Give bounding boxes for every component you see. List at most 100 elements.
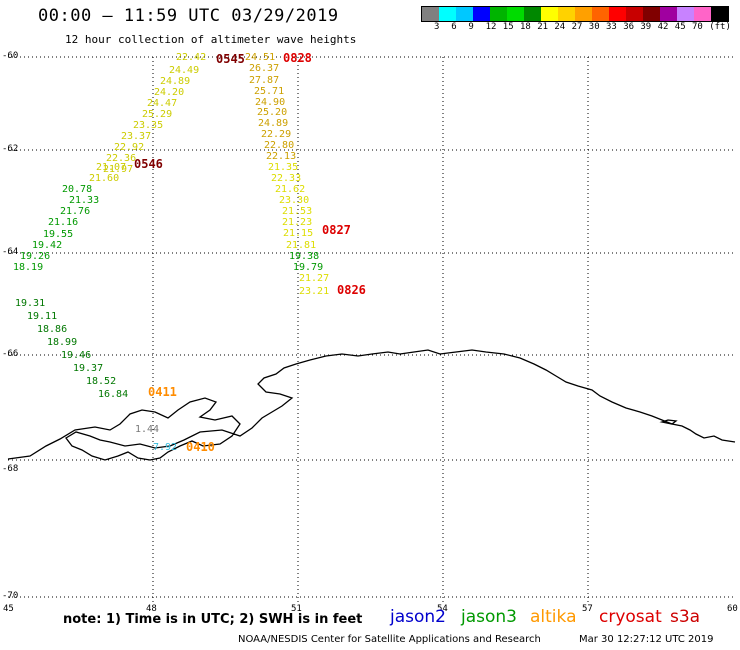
legend-jason2: jason2 [390,607,446,627]
wave-height-value: 21.15 [283,228,314,239]
wave-height-value: 22.80 [264,140,295,151]
pass-time: 0411 [148,385,177,399]
scale-swatch [694,7,711,21]
longitude-label: 48 [146,604,157,614]
wave-height-value: 24.20 [154,87,185,98]
wave-height-value: 25.71 [254,86,285,97]
pass-time: 0826 [337,283,366,297]
scale-tick-label: 18 [520,22,531,32]
scale-tick-label: 39 [640,22,652,32]
wave-height-value: 19.55 [43,229,74,240]
scale-swatch [541,7,558,21]
scale-swatch [592,7,609,21]
scale-swatch [456,7,473,21]
wave-height-color-scale [421,6,729,22]
scale-tick-label: 24 [554,22,566,32]
wave-height-value: 21.27 [299,273,330,284]
pass-time: 0545 [216,52,245,66]
wave-height-value: 24.89 [160,76,191,87]
scale-tick-label: 70 [692,22,703,32]
wave-height-value: 22.92 [114,142,145,153]
scale-tick-label: 9 [468,22,474,32]
credit-footer: NOAA/NESDIS Center for Satellite Applica… [238,634,541,645]
scale-tick-label: 45 [674,22,686,32]
wave-height-value: 21.16 [48,217,79,228]
latitude-label: -62 [2,144,19,154]
scale-swatch [524,7,541,21]
wave-height-value: 21.81 [286,240,317,251]
longitude-label: 51 [291,604,302,614]
wave-height-value: 19.26 [20,251,51,262]
scale-swatch [677,7,694,21]
longitude-label: 54 [437,604,448,614]
wave-height-value: 22.33 [271,173,302,184]
wave-height-value: 18.99 [47,337,78,348]
scale-swatch [473,7,490,21]
latitude-label: -60 [2,51,19,61]
wave-height-value: 21.76 [60,206,91,217]
wave-height-value: 19.37 [73,363,104,374]
pass-time: 0546 [134,157,163,171]
wave-height-value: 19.31 [15,298,46,309]
wave-height-value: 21.23 [282,217,313,228]
scale-swatch [439,7,456,21]
longitude-label: 45 [3,604,14,614]
scale-swatch [643,7,660,21]
scale-tick-label: 42 [657,22,669,32]
map-subtitle: 12 hour collection of altimeter wave hei… [65,33,357,46]
wave-height-value: 21.53 [282,206,313,217]
wave-height-value: 22.29 [261,129,292,140]
wave-height-value: 22.42 [176,52,207,63]
pass-time: 0827 [322,223,351,237]
wave-height-value: 24.90 [255,97,286,108]
scale-tick-label: 6 [451,22,457,32]
wave-height-value: 21.97 [103,164,134,175]
wave-height-value: 19.38 [289,251,320,262]
wave-height-value: 16.84 [98,389,129,400]
latitude-label: -68 [2,464,19,474]
legend-jason3: jason3 [461,607,517,627]
scale-tick-label: 3 [434,22,440,32]
legend-s3a: s3a [670,607,701,627]
generated-timestamp: Mar 30 12:27:12 UTC 2019 [579,634,714,645]
wave-height-value: 19.79 [293,262,324,273]
scale-tick-label: 36 [623,22,635,32]
scale-tick-label: 12 [485,22,497,32]
wave-height-value: 20.78 [62,184,93,195]
scale-swatch [711,7,728,21]
scale-tick-label: 15 [502,22,514,32]
map-title: 00:00 – 11:59 UTC 03/29/2019 [38,6,339,26]
latitude-label: -66 [2,349,19,359]
wave-height-value: 21.35 [268,162,299,173]
wave-height-value: 18.19 [13,262,44,273]
scale-tick-label: 30 [588,22,600,32]
wave-height-value: 1.44 [135,424,160,435]
coastline-antarctica [7,349,736,461]
wave-height-value: 21.33 [69,195,100,206]
wave-height-value: 19.46 [61,350,92,361]
wave-height-value: 22.13 [266,151,297,162]
pass-time: 0410 [186,440,215,454]
wave-height-value: 25.20 [257,107,288,118]
wave-height-value: 27.87 [249,75,280,86]
wave-height-value: 26.37 [249,63,280,74]
longitude-label: 60 [727,604,738,614]
scale-tick-label: 21 [537,22,549,32]
latitude-label: -64 [2,247,19,257]
scale-swatch [575,7,592,21]
coastline-island [659,419,678,425]
wave-height-value: 21.62 [275,184,306,195]
pass-time: 0828 [283,51,312,65]
wave-height-value: 7.92 [153,442,178,453]
wave-height-value: 22.36 [106,153,137,164]
wave-height-value: 23.21 [299,286,330,297]
scale-swatch [626,7,643,21]
scale-swatch [507,7,524,21]
wave-height-value: 18.86 [37,324,68,335]
scale-swatch [490,7,507,21]
scale-tick-label: 33 [606,22,617,32]
wave-height-value: 19.42 [32,240,63,251]
wave-height-value: 25.29 [142,109,173,120]
